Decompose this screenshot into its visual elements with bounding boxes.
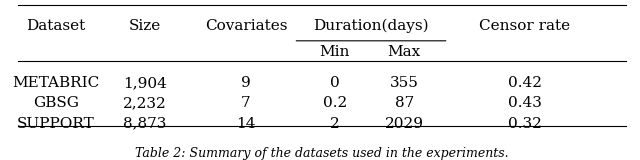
Text: 0.43: 0.43 bbox=[508, 96, 541, 110]
Text: 9: 9 bbox=[241, 76, 251, 90]
Text: METABRIC: METABRIC bbox=[12, 76, 100, 90]
Text: 2029: 2029 bbox=[385, 117, 424, 131]
Text: 0.42: 0.42 bbox=[508, 76, 541, 90]
Text: 0.2: 0.2 bbox=[323, 96, 347, 110]
Text: Censor rate: Censor rate bbox=[479, 19, 570, 33]
Text: Min: Min bbox=[319, 45, 350, 59]
Text: SUPPORT: SUPPORT bbox=[17, 117, 95, 131]
Text: GBSG: GBSG bbox=[33, 96, 79, 110]
Text: 2: 2 bbox=[330, 117, 339, 131]
Text: 355: 355 bbox=[390, 76, 419, 90]
Text: Covariates: Covariates bbox=[205, 19, 287, 33]
Text: 1,904: 1,904 bbox=[123, 76, 166, 90]
Text: Duration(days): Duration(days) bbox=[313, 19, 429, 33]
Text: Size: Size bbox=[129, 19, 161, 33]
Text: 87: 87 bbox=[395, 96, 414, 110]
Text: Dataset: Dataset bbox=[26, 19, 86, 33]
Text: 0.32: 0.32 bbox=[508, 117, 541, 131]
Text: 7: 7 bbox=[241, 96, 251, 110]
Text: Max: Max bbox=[388, 45, 421, 59]
Text: 14: 14 bbox=[236, 117, 256, 131]
Text: 8,873: 8,873 bbox=[123, 117, 166, 131]
Text: Table 2: Summary of the datasets used in the experiments.: Table 2: Summary of the datasets used in… bbox=[135, 147, 509, 160]
Text: 2,232: 2,232 bbox=[123, 96, 166, 110]
Text: 0: 0 bbox=[330, 76, 339, 90]
